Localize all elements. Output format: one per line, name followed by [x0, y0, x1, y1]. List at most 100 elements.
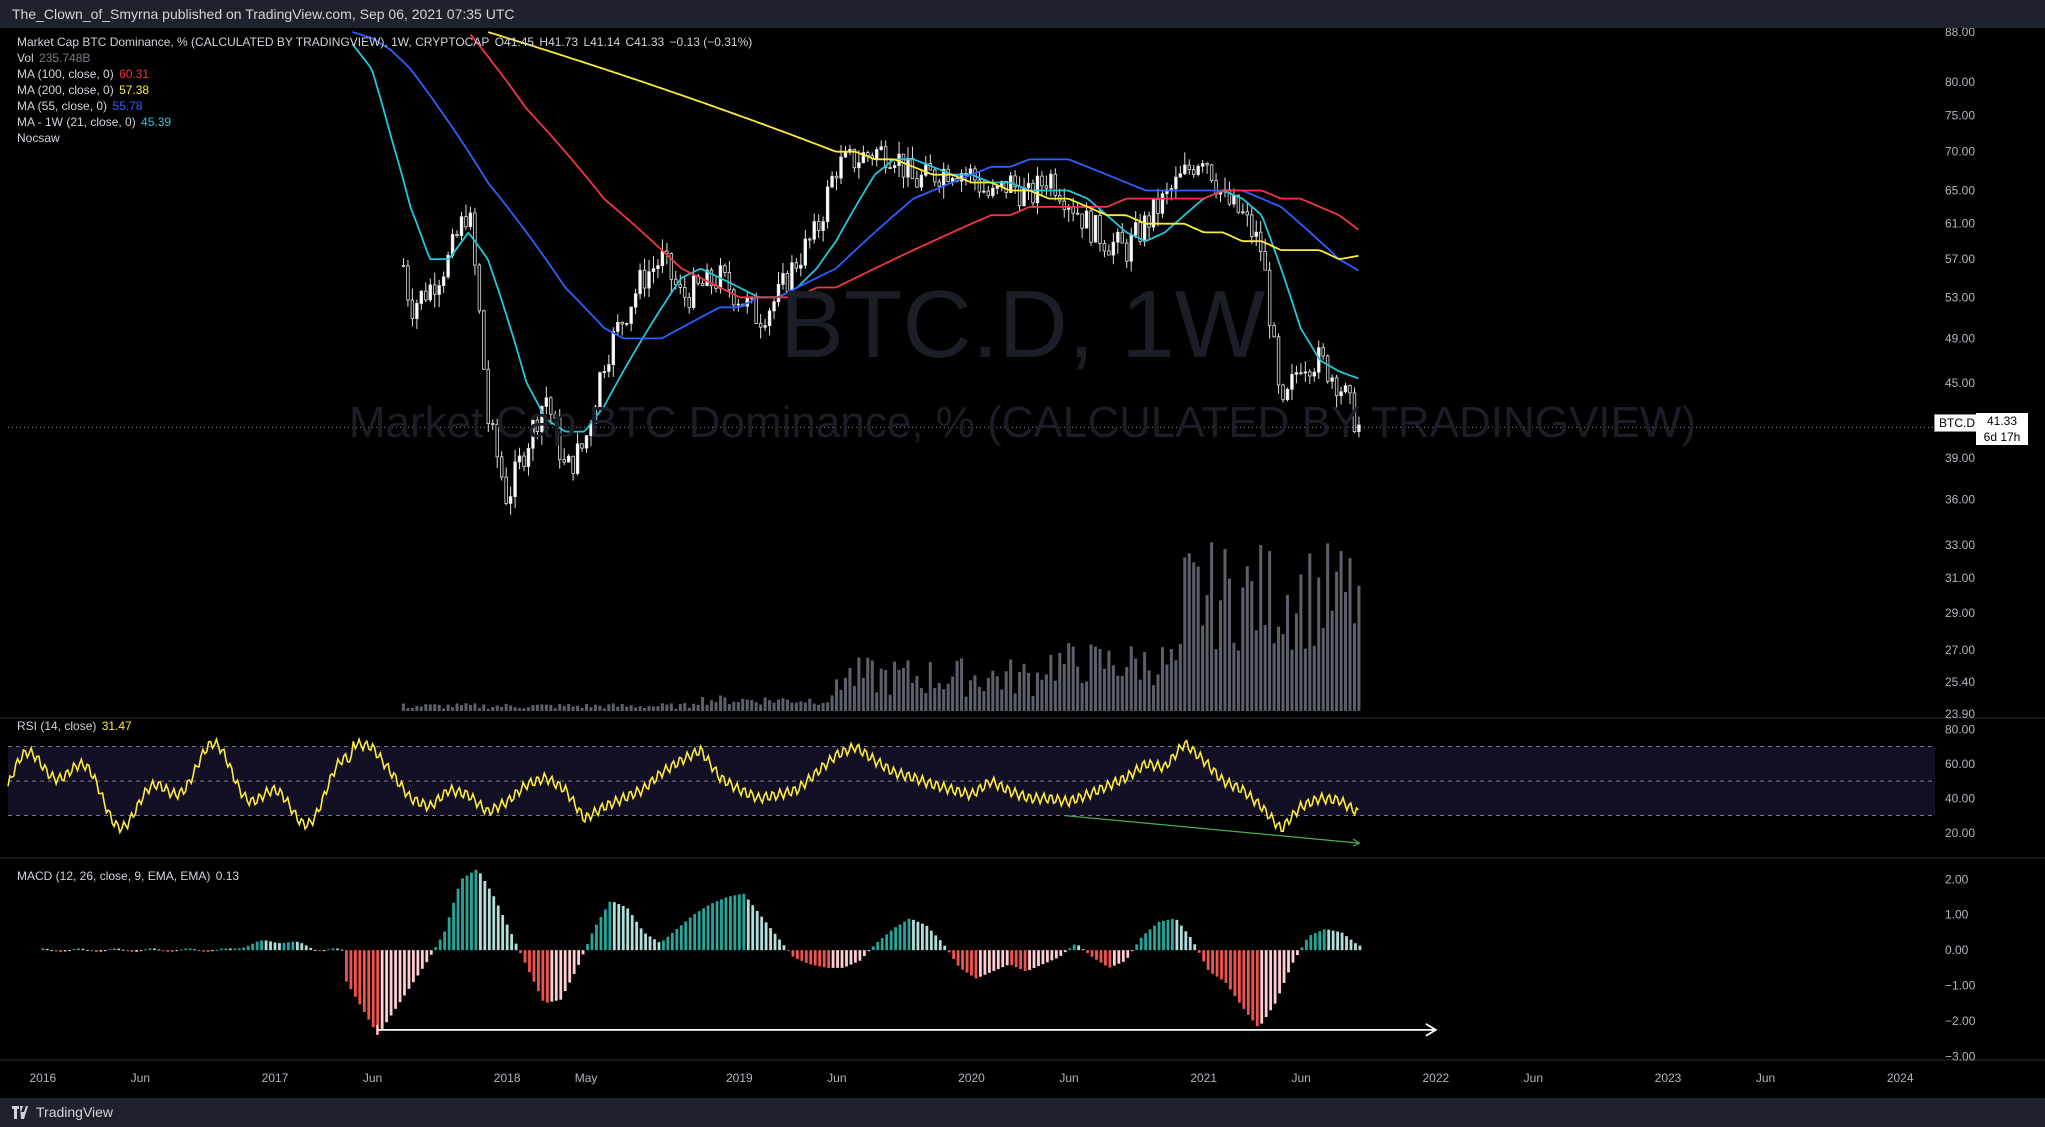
volume-bar: [428, 704, 432, 711]
price-tick-label: 70.00: [1945, 145, 1975, 159]
macd-histogram-bar: [412, 950, 415, 983]
macd-histogram-bar: [813, 950, 817, 966]
candle-body: [1035, 175, 1040, 204]
macd-histogram-bar: [979, 950, 982, 977]
volume-bar: [401, 703, 405, 711]
macd-histogram-bar: [345, 950, 348, 982]
time-tick-label: 2022: [1422, 1071, 1449, 1085]
macd-histogram-bar: [295, 941, 299, 951]
candle-body: [991, 187, 995, 196]
volume-bar: [1062, 663, 1066, 711]
macd-histogram-bar: [1135, 944, 1139, 951]
macd-histogram-bar: [304, 945, 308, 951]
candle-body: [683, 287, 687, 298]
candle-body: [1272, 325, 1276, 338]
volume-bar: [589, 707, 593, 711]
volume-bar: [531, 705, 535, 711]
macd-histogram-bar: [318, 950, 322, 952]
volume-bar: [1201, 625, 1205, 711]
macd-histogram-bar: [568, 950, 572, 983]
volume-bar: [906, 660, 910, 711]
volume-bar: [638, 706, 642, 711]
candle-body: [638, 269, 642, 295]
volume-bar: [446, 704, 450, 711]
volume-bar: [955, 660, 959, 711]
macd-histogram-bar: [791, 950, 795, 957]
time-tick-label: Jun: [1756, 1071, 1775, 1085]
macd-histogram-bar: [233, 948, 237, 951]
macd-histogram-bar: [103, 950, 107, 952]
volume-bar: [723, 697, 727, 711]
candle-body: [723, 265, 727, 273]
candle-body: [647, 271, 651, 289]
macd-histogram-bar: [822, 950, 826, 968]
volume-bar: [647, 706, 651, 711]
candle-body: [857, 162, 861, 169]
candle-body: [875, 149, 879, 160]
candle-body: [1267, 269, 1272, 327]
macd-histogram-bar: [273, 942, 277, 951]
candle-body: [977, 179, 982, 193]
candle-body: [410, 299, 415, 320]
macd-histogram-bar: [871, 946, 875, 951]
volume-bar: [946, 683, 950, 711]
candle-body: [553, 413, 557, 419]
volume-bar: [468, 704, 472, 711]
volume-bar: [1085, 681, 1089, 711]
macd-histogram-bar: [188, 948, 192, 951]
volume-bar: [1152, 685, 1156, 711]
volume-bar: [1053, 680, 1057, 711]
macd-tick-label: 2.00: [1945, 872, 1969, 886]
candle-body: [790, 262, 794, 293]
candle-body: [808, 238, 812, 241]
volume-bar: [973, 675, 977, 711]
volume-bar: [1094, 646, 1098, 711]
macd-histogram-bar: [1251, 950, 1255, 1021]
candle-body: [1294, 372, 1299, 375]
footer-brand[interactable]: TradingView: [36, 1104, 114, 1120]
macd-histogram-bar: [1304, 939, 1308, 951]
macd-histogram-bar: [126, 950, 130, 952]
macd-histogram-bar: [1309, 935, 1313, 951]
macd-histogram-bar: [148, 948, 152, 951]
candle-body: [584, 435, 589, 449]
candle-body: [968, 168, 973, 175]
candle-body: [1125, 242, 1129, 262]
volume-bar: [1268, 551, 1272, 711]
rsi-tick-label: 60.00: [1945, 757, 1975, 771]
macd-histogram-bar: [139, 950, 143, 952]
tradingview-logo-icon: [12, 1106, 28, 1119]
volume-bar: [879, 668, 883, 711]
volume-bar: [1035, 672, 1039, 711]
volume-bar: [1098, 648, 1102, 711]
volume-bar: [772, 702, 776, 711]
volume-bar: [660, 703, 664, 711]
macd-histogram-bar: [778, 939, 781, 951]
time-tick-label: Jun: [1059, 1071, 1078, 1085]
price-tick-label: 61.00: [1945, 217, 1975, 231]
volume-bar: [808, 698, 812, 711]
ma-line: [352, 31, 1359, 340]
volume-bar: [651, 706, 655, 711]
macd-histogram-bar: [1264, 950, 1268, 1017]
macd-histogram-bar: [1095, 950, 1098, 960]
chart-canvas[interactable]: 2016 Jun 2017 Jun 2018 May 2019 Jun 2020 Jun 2021 J…: [0, 28, 2045, 1098]
macd-histogram-bar: [1063, 950, 1067, 953]
candle-body: [602, 371, 607, 373]
volume-bar: [830, 695, 834, 711]
candle-body: [1080, 213, 1084, 229]
macd-histogram-bar: [1117, 950, 1121, 964]
macd-histogram-bar: [211, 950, 214, 952]
macd-histogram-bar: [577, 950, 580, 965]
candle-body: [624, 323, 629, 325]
volume-bar: [785, 699, 789, 711]
macd-histogram-bar: [961, 950, 964, 970]
volume-bar: [451, 707, 455, 711]
macd-histogram-bar: [1269, 950, 1273, 1011]
publish-header: The_Clown_of_Smyrna published on Trading…: [0, 0, 2045, 28]
macd-histogram-bar: [903, 921, 906, 951]
volume-bar: [656, 706, 660, 711]
candle-body: [758, 323, 763, 328]
rsi-panel: [7, 736, 1935, 847]
volume-bar: [607, 704, 611, 711]
